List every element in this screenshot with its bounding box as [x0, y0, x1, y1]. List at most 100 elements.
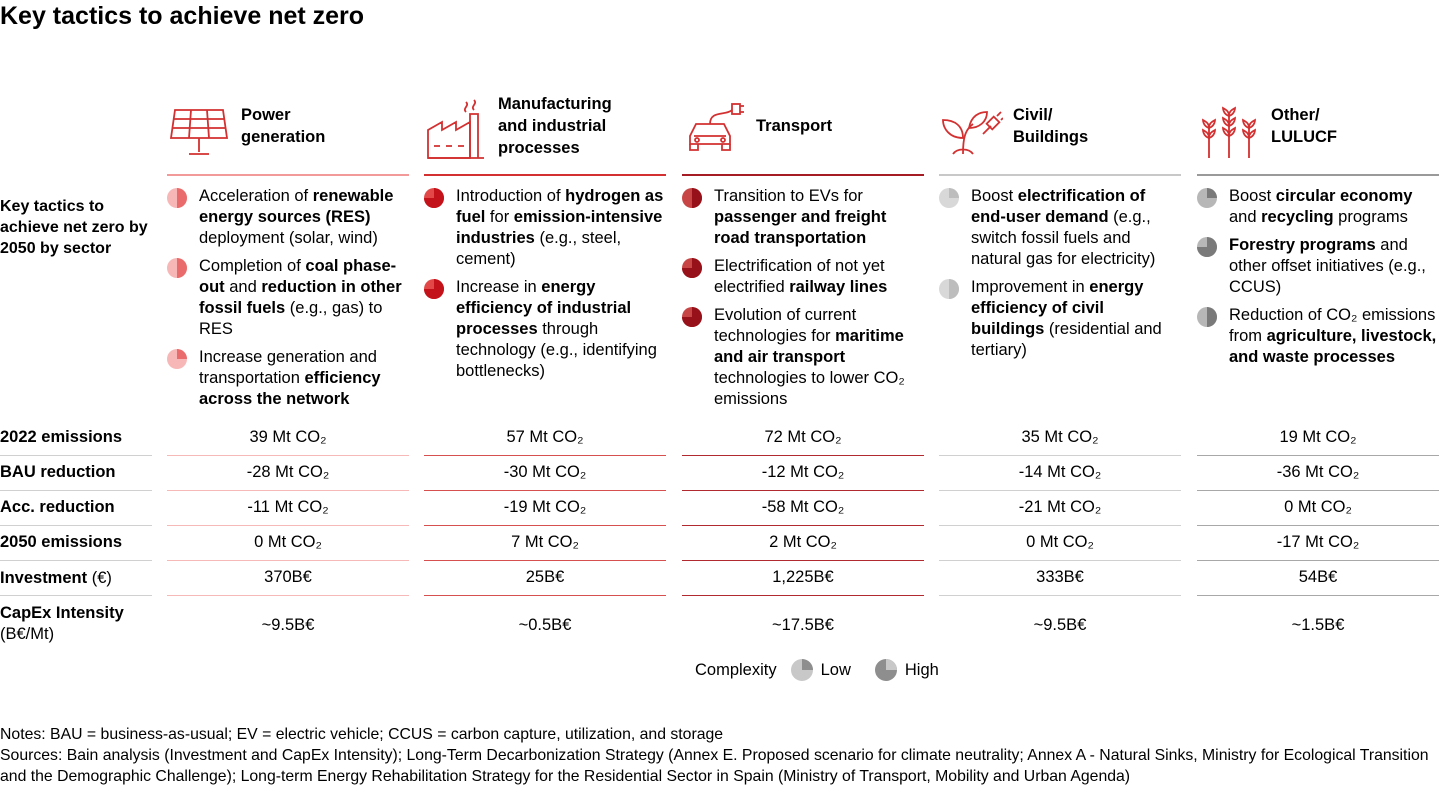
complexity-icon	[424, 279, 444, 299]
cell-emissions-2050: 2 Mt CO₂	[769, 533, 837, 551]
tactic-text: Completion of	[199, 257, 306, 275]
sector-header: Manufacturing and industrial processes	[424, 92, 666, 176]
row-separator	[424, 490, 666, 491]
wheat-icon	[1197, 98, 1261, 162]
cell-acc-reduction: -58 Mt CO₂	[761, 498, 845, 516]
electric-car-icon	[682, 98, 746, 162]
cell-acc-reduction: -21 Mt CO₂	[1018, 498, 1102, 516]
row-separator	[424, 560, 666, 561]
tactic-text: technologies to lower CO₂ emissions	[714, 369, 905, 408]
tactic-item: Increase in energy efficiency of industr…	[424, 277, 666, 382]
complexity-icon	[939, 188, 959, 208]
row-separator	[939, 490, 1181, 491]
tactic-item: Forestry programs and other offset initi…	[1197, 235, 1439, 298]
cell-emissions-2050: -17 Mt CO₂	[1276, 533, 1360, 551]
sector-tactics: Boost electrification of end-user demand…	[939, 186, 1181, 368]
cell-investment: 333B€	[1036, 568, 1084, 586]
tactic-text: and	[224, 278, 262, 296]
complexity-icon	[682, 307, 702, 327]
tactic-emphasis: hydrogen as fuel	[456, 187, 664, 226]
row-separator	[167, 455, 409, 456]
row-separator	[167, 595, 409, 596]
sector-title: Transport	[756, 117, 833, 135]
cell-emissions-2022: 39 Mt CO₂	[249, 428, 327, 446]
tactic-emphasis: agriculture, livestock, and waste proces…	[1229, 327, 1437, 366]
notes-text: Notes: BAU = business-as-usual; EV = ele…	[0, 726, 724, 743]
complexity-icon	[682, 258, 702, 278]
investment-label: Investment	[0, 569, 88, 587]
cell-emissions-2050: 0 Mt CO₂	[254, 533, 322, 551]
tactic-text: Acceleration of	[199, 187, 313, 205]
tactic-emphasis: circular economy	[1275, 187, 1413, 205]
cell-emissions-2050: 0 Mt CO₂	[1026, 533, 1094, 551]
tactic-text: Boost	[1229, 187, 1276, 205]
complexity-icon	[167, 258, 187, 278]
row-separator	[1197, 455, 1439, 456]
tactic-text: (e.g., steel, cement)	[456, 229, 622, 268]
cell-capex: ~17.5B€	[772, 615, 834, 634]
complexity-icon	[682, 188, 702, 208]
tactic-emphasis: efficiency across the network	[199, 369, 381, 408]
tactic-emphasis: renewable energy sources (RES)	[199, 187, 394, 226]
plant-plug-icon	[939, 98, 1004, 162]
complexity-icon	[424, 188, 444, 208]
cell-bau-reduction: -14 Mt CO₂	[1018, 463, 1102, 481]
row-label-bau-reduction: BAU reduction	[0, 463, 116, 481]
high-complexity-icon	[874, 659, 897, 681]
row-separator	[1197, 595, 1439, 596]
sector-header: Other/ LULUCF	[1197, 92, 1439, 176]
tactic-text: Electrification of not yet electrified	[714, 257, 885, 296]
sector-header-rule	[167, 174, 409, 176]
tactic-text: Reduction of CO₂ emissions from	[1229, 306, 1436, 345]
tactic-emphasis: reduction in other fossil fuels	[199, 278, 402, 317]
sector-header-rule	[939, 174, 1181, 176]
sector-header: Power generation	[167, 92, 409, 176]
cell-capex: ~0.5B€	[518, 615, 572, 634]
row-separator	[1197, 525, 1439, 526]
row-label-2022-emissions: 2022 emissions	[0, 428, 122, 446]
cell-bau-reduction: -30 Mt CO₂	[503, 463, 587, 481]
cell-emissions-2022: 72 Mt CO₂	[764, 428, 842, 446]
tactic-emphasis: recycling	[1261, 208, 1334, 226]
row-label-acc-reduction: Acc. reduction	[0, 498, 115, 516]
cell-capex: ~9.5B€	[1033, 615, 1087, 634]
row-separator	[939, 560, 1181, 561]
row-label-2050-emissions: 2050 emissions	[0, 533, 122, 551]
sector-title: Other/ LULUCF	[1271, 106, 1337, 146]
complexity-icon	[939, 279, 959, 299]
row-separator	[682, 560, 924, 561]
solar-panel-icon	[167, 98, 231, 162]
sector-header-rule	[1197, 174, 1439, 176]
label-separator	[0, 455, 152, 456]
row-separator	[682, 490, 924, 491]
tactic-item: Boost electrification of end-user demand…	[939, 186, 1181, 270]
tactic-item: Electrification of not yet electrified r…	[682, 256, 924, 298]
factory-icon	[424, 98, 488, 162]
cell-emissions-2022: 35 Mt CO₂	[1021, 428, 1099, 446]
row-separator	[424, 455, 666, 456]
label-separator	[0, 595, 152, 596]
tactic-emphasis: emission-intensive industries	[456, 208, 663, 247]
tactic-text: (e.g., switch fossil fuels and natural g…	[971, 208, 1156, 268]
complexity-icon	[1197, 237, 1217, 257]
legend-low-label: Low	[820, 660, 851, 679]
row-separator	[939, 455, 1181, 456]
tactic-item: Improvement in energy efficiency of civi…	[939, 277, 1181, 361]
tactic-emphasis: railway lines	[789, 278, 888, 296]
row-separator	[682, 525, 924, 526]
tactic-item: Completion of coal phase-out and reducti…	[167, 256, 409, 340]
tactic-emphasis: coal phase-out	[199, 257, 397, 296]
capex-unit: (B€/Mt)	[0, 625, 55, 643]
tactic-text: Boost	[971, 187, 1018, 205]
tactic-emphasis: energy efficiency of civil buildings	[971, 278, 1144, 338]
cell-acc-reduction: 0 Mt CO₂	[1284, 498, 1352, 516]
cell-bau-reduction: -36 Mt CO₂	[1276, 463, 1360, 481]
sources-text: Sources: Bain analysis (Investment and C…	[0, 747, 1429, 785]
cell-emissions-2022: 57 Mt CO₂	[506, 428, 584, 446]
capex-label: CapEx Intensity	[0, 604, 124, 622]
tactic-text: Improvement in	[971, 278, 1090, 296]
tactic-item: Evolution of current technologies for ma…	[682, 305, 924, 410]
cell-investment: 25B€	[525, 568, 565, 586]
tactic-text: (residential and tertiary)	[971, 320, 1162, 359]
row-separator	[1197, 490, 1439, 491]
